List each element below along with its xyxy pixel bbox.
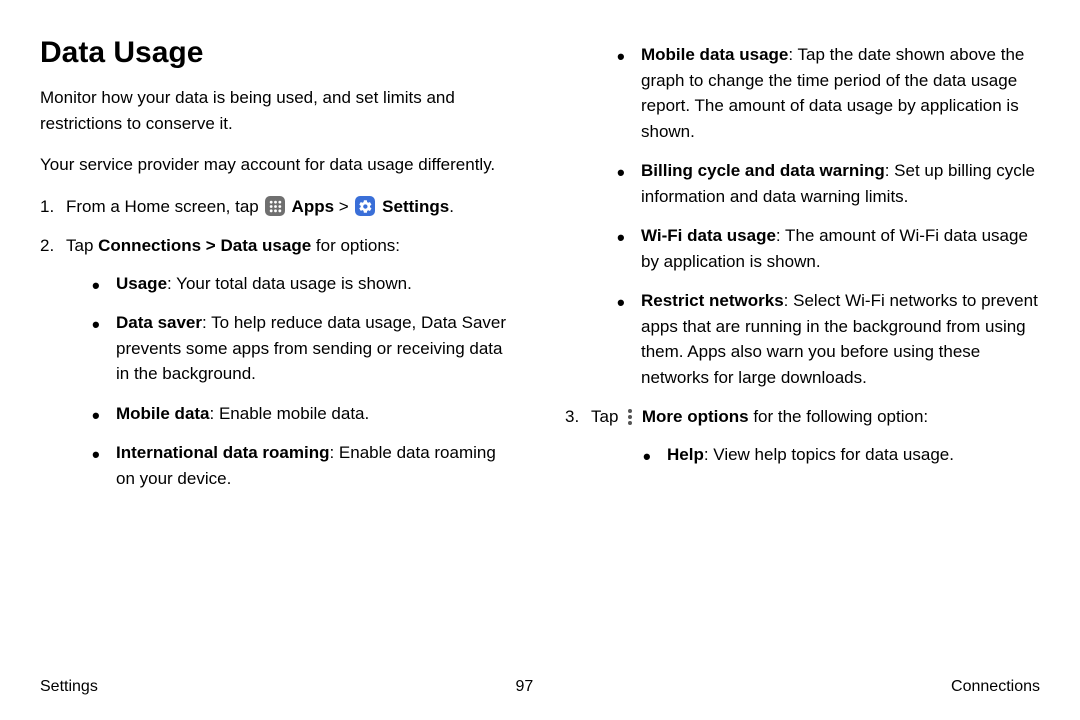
step-text: Tap (591, 407, 623, 426)
page-footer: Settings 97 Connections (40, 678, 1040, 696)
step-number: 3. (565, 404, 579, 430)
bullet-item: Data saver: To help reduce data usage, D… (92, 310, 515, 387)
bullet-item: Mobile data: Enable mobile data. (92, 401, 515, 427)
settings-label: Settings (377, 197, 449, 216)
step-end: . (449, 197, 454, 216)
page-title: Data Usage (40, 30, 515, 75)
step-number: 2. (40, 233, 54, 259)
bullet-rest: : Your total data usage is shown. (167, 274, 412, 293)
bullet-item: International data roaming: Enable data … (92, 440, 515, 491)
step-text: Tap (66, 236, 98, 255)
bullet-rest: : View help topics for data usage. (704, 445, 954, 464)
bullet-rest: : Enable mobile data. (210, 404, 370, 423)
bullet-item: Mobile data usage: Tap the date shown ab… (617, 42, 1040, 144)
bullet-bold: Data saver (116, 313, 202, 332)
path-text: Connections > Data usage (98, 236, 311, 255)
bullet-item: Usage: Your total data usage is shown. (92, 271, 515, 297)
bullet-list-2: Mobile data usage: Tap the date shown ab… (565, 42, 1040, 390)
bullet-list-1: Usage: Your total data usage is shown. Da… (66, 271, 515, 492)
bullet-item: Wi-Fi data usage: The amount of Wi-Fi da… (617, 223, 1040, 274)
footer-right: Connections (951, 678, 1040, 696)
steps-list-cont: 3. Tap More options for the following op… (565, 404, 1040, 467)
step-3: 3. Tap More options for the following op… (565, 404, 1040, 467)
bullet-item: Restrict networks: Select Wi-Fi networks… (617, 288, 1040, 390)
left-column: Data Usage Monitor how your data is bein… (40, 30, 515, 650)
bullet-bold: Restrict networks (641, 291, 784, 310)
more-options-label: More options (637, 407, 748, 426)
step-2: 2. Tap Connections > Data usage for opti… (40, 233, 515, 491)
bullet-bold: Wi-Fi data usage (641, 226, 776, 245)
intro-text-1: Monitor how your data is being used, and… (40, 85, 515, 136)
settings-icon (355, 196, 375, 216)
separator: > (339, 197, 354, 216)
page-content: Data Usage Monitor how your data is bein… (40, 30, 1040, 650)
footer-page-number: 97 (516, 678, 534, 696)
steps-list: 1. From a Home screen, tap Apps > Settin… (40, 194, 515, 492)
right-column: Mobile data usage: Tap the date shown ab… (565, 30, 1040, 650)
step-text: From a Home screen, tap (66, 197, 263, 216)
step-text: for options: (311, 236, 400, 255)
bullet-item: Help: View help topics for data usage. (643, 442, 1040, 468)
bullet-list-3: Help: View help topics for data usage. (591, 442, 1040, 468)
footer-left: Settings (40, 678, 98, 696)
step-1: 1. From a Home screen, tap Apps > Settin… (40, 194, 515, 220)
bullet-bold: Usage (116, 274, 167, 293)
bullet-bold: Mobile data usage (641, 45, 788, 64)
bullet-bold: Help (667, 445, 704, 464)
bullet-bold: Mobile data (116, 404, 210, 423)
step-number: 1. (40, 194, 54, 220)
more-options-icon (625, 409, 635, 425)
apps-label: Apps (287, 197, 338, 216)
bullet-bold: International data roaming (116, 443, 329, 462)
bullet-bold: Billing cycle and data warning (641, 161, 885, 180)
bullet-item: Billing cycle and data warning: Set up b… (617, 158, 1040, 209)
step-text: for the following option: (749, 407, 929, 426)
intro-text-2: Your service provider may account for da… (40, 152, 515, 178)
apps-icon (265, 196, 285, 216)
